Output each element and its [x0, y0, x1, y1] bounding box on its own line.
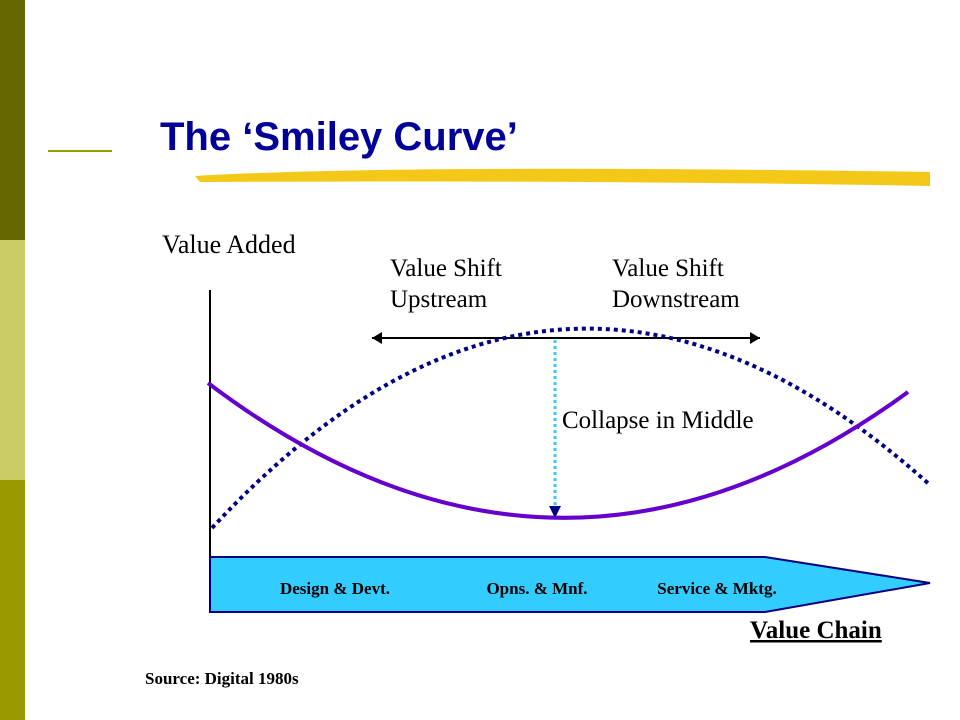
- value-chain-band: [209, 556, 931, 613]
- arrow-head: [549, 506, 561, 518]
- middle-label: Collapse in Middle: [562, 407, 754, 434]
- side-bar: [0, 480, 25, 720]
- upstream-label: Value Shift: [390, 255, 502, 282]
- stage-label: Opns. & Mnf.: [486, 579, 587, 598]
- downstream-label: Downstream: [612, 286, 740, 313]
- upstream-label: Upstream: [390, 286, 488, 313]
- x-axis-label: Value Chain: [750, 617, 882, 644]
- source: Source: Digital 1980s: [145, 669, 299, 688]
- brush-stroke: [195, 168, 930, 186]
- y-axis-label: Value Added: [162, 230, 296, 259]
- downstream-label: Value Shift: [612, 255, 724, 282]
- side-bar: [0, 240, 25, 480]
- stage-label: Service & Mktg.: [657, 579, 776, 598]
- old-curve: [210, 326, 932, 530]
- side-bar: [0, 0, 25, 240]
- smiley-curve: [206, 381, 910, 520]
- title: The ‘Smiley Curve’: [160, 115, 518, 159]
- stage-label: Design & Devt.: [280, 579, 390, 598]
